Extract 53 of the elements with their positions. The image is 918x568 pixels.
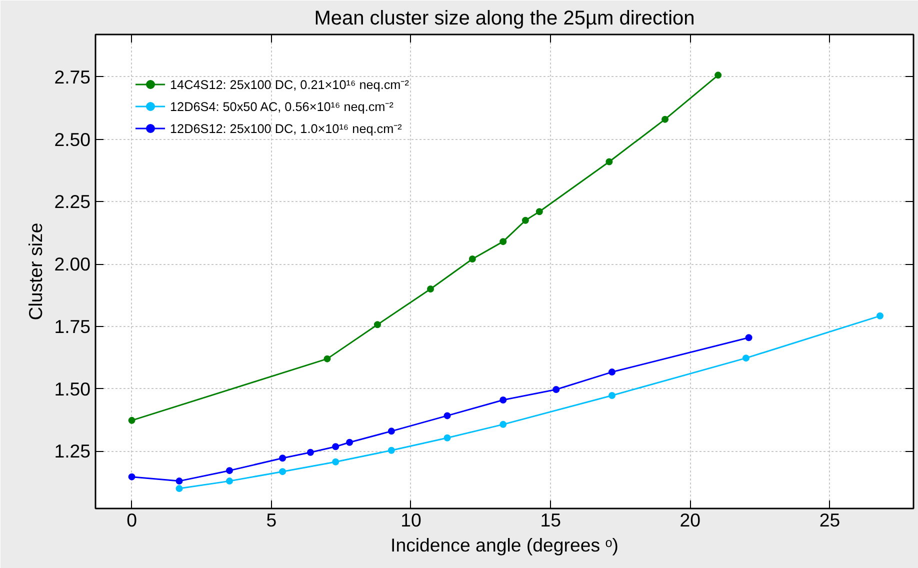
- point: [324, 355, 331, 362]
- point: [128, 416, 136, 424]
- point: [536, 208, 543, 216]
- point: [374, 321, 381, 328]
- point: [346, 438, 354, 446]
- point: [742, 354, 750, 362]
- point: [468, 256, 476, 263]
- y-tick-label: 2.25: [54, 191, 90, 212]
- point: [522, 216, 529, 224]
- legend-label: 12D6S12: 25x100 DC, 1.0×10¹⁶ neq.cm⁻²: [170, 121, 402, 137]
- point: [745, 334, 752, 342]
- point: [608, 392, 616, 399]
- point: [279, 454, 286, 462]
- point: [662, 116, 669, 123]
- y-tick-label: 2.50: [54, 128, 90, 150]
- point: [444, 434, 451, 442]
- point: [176, 478, 183, 485]
- point: [714, 72, 722, 79]
- y-axis-title: Cluster size: [25, 222, 46, 320]
- chart-title: Mean cluster size along the 25µm direction: [314, 8, 695, 30]
- point: [500, 396, 507, 404]
- point: [444, 412, 451, 420]
- point: [226, 467, 234, 474]
- x-tick-label: 5: [266, 510, 277, 530]
- point: [332, 443, 340, 450]
- y-tick-label: 2.00: [54, 254, 90, 275]
- x-tick-label: 10: [400, 510, 422, 530]
- point: [128, 473, 136, 480]
- legend-label: 12D6S4: 50x50 AC, 0.56×10¹⁶ neq.cm⁻²: [170, 99, 394, 115]
- point: [279, 468, 286, 476]
- legend-label: 14C4S12: 25x100 DC, 0.21×10¹⁶ neq.cm⁻²: [170, 77, 409, 93]
- point: [500, 420, 507, 428]
- point: [332, 458, 340, 466]
- y-tick-label: 2.75: [54, 66, 90, 88]
- point: [306, 448, 314, 456]
- point: [500, 238, 507, 246]
- x-tick-label: 25: [819, 510, 840, 530]
- x-tick-label: 20: [680, 510, 701, 530]
- point: [608, 368, 616, 376]
- point: [552, 386, 560, 393]
- point: [606, 158, 613, 166]
- point: [388, 428, 395, 435]
- point: [427, 285, 434, 292]
- point: [226, 478, 234, 485]
- point: [388, 446, 395, 454]
- point: [876, 312, 884, 320]
- x-tick-label: 15: [540, 510, 561, 530]
- y-tick-label: 1.50: [54, 378, 90, 400]
- point: [176, 485, 183, 492]
- y-tick-label: 1.75: [54, 316, 90, 337]
- x-axis-title: Incidence angle (degrees ᵒ): [390, 534, 618, 556]
- x-tick-label: 0: [126, 510, 137, 530]
- y-tick-label: 1.25: [54, 440, 90, 462]
